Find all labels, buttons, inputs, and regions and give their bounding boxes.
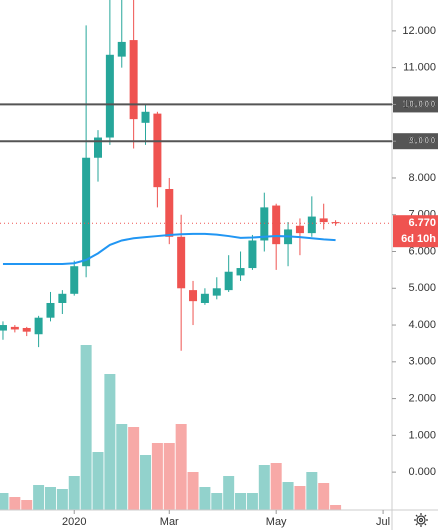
- y-tick-label: 8.000: [408, 172, 436, 184]
- volume-bar: [80, 345, 92, 510]
- y-tick-label: 6.000: [408, 245, 436, 257]
- candle-body: [177, 236, 186, 289]
- candle-body: [248, 240, 257, 269]
- volume-bar: [163, 443, 175, 510]
- volume-bar: [21, 500, 33, 510]
- y-tick-label: 11.000: [403, 62, 436, 74]
- volume-bar: [294, 486, 306, 510]
- candle-body: [331, 222, 340, 224]
- candle-body: [319, 218, 328, 223]
- volume-bar: [246, 493, 258, 510]
- hline-label-bg: [393, 133, 438, 150]
- hline-label: 9.000: [408, 135, 436, 147]
- y-tick-label: 4.000: [408, 319, 436, 331]
- candle-body: [58, 293, 67, 303]
- volume-bar: [330, 505, 342, 510]
- plot-area: [0, 0, 392, 510]
- y-tick-label: 1.000: [408, 429, 436, 441]
- candle-body: [224, 271, 233, 291]
- candle-body: [70, 266, 79, 294]
- candle-body: [129, 40, 138, 120]
- volume-bar: [175, 424, 187, 510]
- y-tick-label: 9.000: [408, 135, 436, 147]
- x-tick-label: Jul: [376, 516, 390, 528]
- candle-body: [212, 288, 221, 296]
- volume-bar: [235, 493, 247, 510]
- settings-icon[interactable]: [414, 513, 428, 527]
- y-tick-label: 12.000: [402, 25, 436, 37]
- candle-body: [22, 327, 31, 332]
- candle-body: [34, 317, 43, 335]
- hline-label-bg: [393, 96, 438, 113]
- volume-bar: [151, 443, 163, 510]
- candle-body: [153, 113, 162, 188]
- candle-body: [46, 302, 55, 318]
- last-price-label: 6.770: [408, 217, 436, 229]
- candle-body: [105, 54, 114, 138]
- volume-bar: [128, 427, 140, 510]
- volume-bar: [92, 452, 104, 510]
- y-tick-label: 0.000: [408, 466, 436, 478]
- volume-bar: [104, 374, 116, 510]
- x-tick-label: Mar: [160, 516, 179, 528]
- candle-body: [0, 325, 7, 331]
- countdown-label: 6d 10h: [401, 233, 436, 245]
- candle-body: [236, 268, 245, 276]
- volume-bar: [187, 472, 199, 510]
- x-tick-label: May: [266, 516, 287, 528]
- candle-body: [94, 137, 102, 158]
- candle-body: [307, 216, 316, 234]
- volume-bar: [270, 463, 282, 510]
- volume-bar: [68, 476, 80, 510]
- volume-bar: [306, 472, 318, 510]
- y-tick-label: 10.000: [402, 98, 436, 110]
- volume-bar: [9, 497, 21, 510]
- y-tick-label: 5.000: [408, 282, 436, 294]
- candle-body: [272, 205, 281, 245]
- volume-bar: [116, 424, 128, 510]
- candle-body: [200, 293, 209, 303]
- candle-body: [260, 207, 269, 241]
- volume-bar: [33, 485, 45, 510]
- volume-bar: [223, 476, 235, 510]
- y-tick-label: 3.000: [408, 356, 436, 368]
- candle-body: [165, 188, 174, 237]
- moving-average: [2, 232, 336, 266]
- last-price-bg: [393, 215, 438, 248]
- x-tick-label: 2020: [62, 516, 86, 528]
- hline-label: 10.000: [402, 98, 436, 110]
- volume-bar: [56, 489, 68, 510]
- volume-bar: [199, 487, 211, 510]
- volume-bar: [282, 482, 294, 510]
- candle-body: [117, 41, 126, 57]
- volume-bar: [258, 465, 270, 510]
- candle-body: [189, 290, 198, 302]
- candle-body: [141, 111, 150, 123]
- volume-bar: [211, 493, 223, 510]
- candle-body: [82, 157, 91, 267]
- volume-bar: [140, 455, 152, 510]
- volume-bar: [0, 493, 9, 510]
- y-tick-label: 2.000: [408, 392, 436, 404]
- candle-body: [295, 225, 304, 234]
- volume-bar: [318, 483, 330, 510]
- volume-bar: [44, 487, 56, 510]
- candle-body: [10, 326, 19, 330]
